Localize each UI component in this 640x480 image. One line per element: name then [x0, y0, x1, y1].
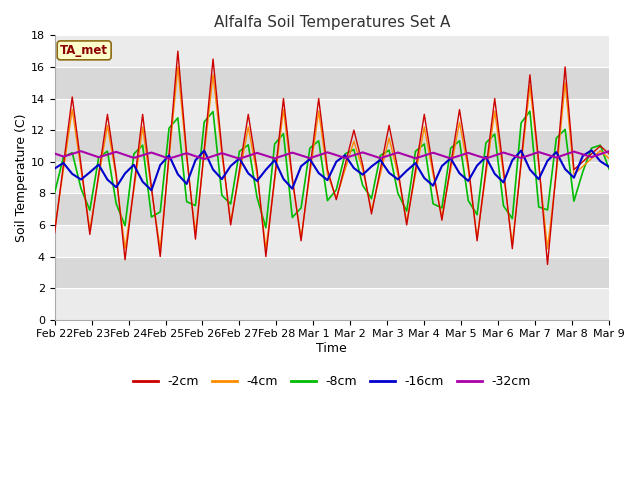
X-axis label: Time: Time — [317, 342, 348, 355]
Bar — [54, 130, 609, 162]
Y-axis label: Soil Temperature (C): Soil Temperature (C) — [15, 113, 28, 242]
Bar — [54, 162, 609, 193]
Bar — [54, 67, 609, 98]
Bar — [54, 36, 609, 67]
Bar — [54, 225, 609, 256]
Bar — [54, 193, 609, 225]
Legend: -2cm, -4cm, -8cm, -16cm, -32cm: -2cm, -4cm, -8cm, -16cm, -32cm — [128, 370, 536, 393]
Bar — [54, 98, 609, 130]
Text: TA_met: TA_met — [60, 44, 108, 57]
Bar — [54, 288, 609, 320]
Bar — [54, 256, 609, 288]
Title: Alfalfa Soil Temperatures Set A: Alfalfa Soil Temperatures Set A — [214, 15, 450, 30]
